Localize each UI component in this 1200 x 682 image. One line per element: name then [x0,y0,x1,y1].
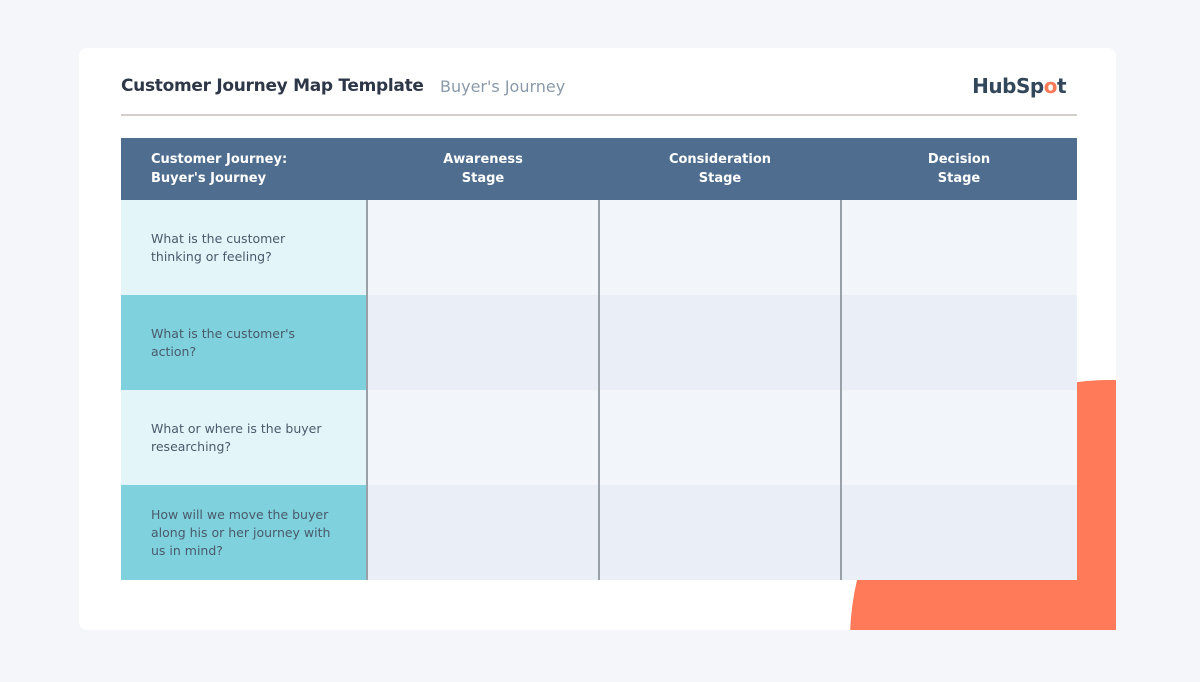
row-question: What is the customer's action? [121,295,367,390]
template-card: Customer Journey Map Template Buyer's Jo… [79,48,1116,630]
page-subtitle: Buyer's Journey [440,77,566,96]
stage-cell[interactable] [598,200,841,295]
column-header: Decision Stage [841,138,1077,200]
column-header: Awareness Stage [367,138,599,200]
table-row: What is the customer thinking or feeling… [121,200,1077,295]
hubspot-logo: HubSpot [972,74,1066,98]
stage-cell[interactable] [840,295,1077,390]
stage-cell[interactable] [598,485,841,580]
stage-cell[interactable] [598,390,841,485]
stage-cell[interactable] [840,200,1077,295]
page-title: Customer Journey Map Template [121,76,424,96]
table-row: How will we move the buyer along his or … [121,485,1077,580]
table-row: What or where is the buyer researching? [121,390,1077,485]
stage-cell[interactable] [366,390,599,485]
divider [121,114,1077,116]
row-question: What is the customer thinking or feeling… [121,200,367,295]
row-question: What or where is the buyer researching? [121,390,367,485]
stage-cell[interactable] [366,200,599,295]
stage-cell[interactable] [840,390,1077,485]
stage-cell[interactable] [366,295,599,390]
column-header: Consideration Stage [599,138,841,200]
table-row: What is the customer's action? [121,295,1077,390]
row-question: How will we move the buyer along his or … [121,485,367,580]
column-header: Customer Journey: Buyer's Journey [121,138,367,200]
stage-cell[interactable] [598,295,841,390]
stage-cell[interactable] [366,485,599,580]
stage-cell[interactable] [840,485,1077,580]
journey-table: Customer Journey: Buyer's Journey Awarene… [121,138,1077,580]
